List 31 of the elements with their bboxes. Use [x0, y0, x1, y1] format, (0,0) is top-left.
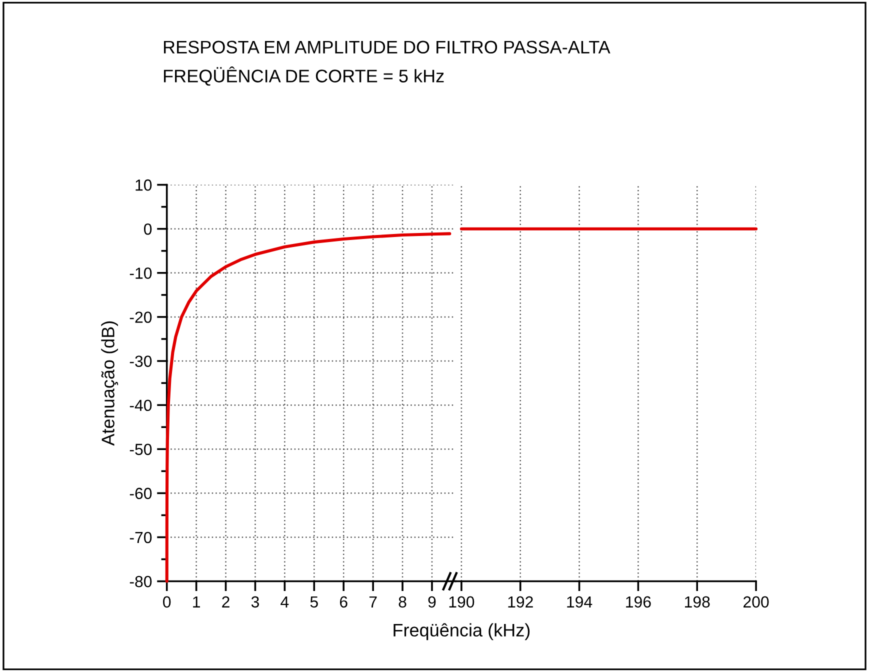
y-tick-label: -40 [130, 400, 152, 412]
x-tick-label: 194 [567, 596, 592, 608]
x-axis-title: Freqüência (kHz) [394, 623, 530, 640]
x-tick-label: 190 [449, 596, 474, 608]
y-tick-label: -60 [130, 488, 152, 500]
chart-subtitle: FREQÜÊNCIA DE CORTE = 5 kHz [164, 66, 444, 86]
x-tick-label: 1 [193, 596, 200, 608]
y-tick-label: 0 [144, 223, 152, 235]
y-tick-label: -30 [130, 356, 152, 367]
y-tick-label: -80 [130, 576, 152, 588]
x-tick-label: 192 [508, 596, 533, 608]
y-tick-label: 10 [136, 179, 152, 191]
chart-title: RESPOSTA EM AMPLITUDE DO FILTRO PASSA-ALTA [164, 40, 610, 54]
x-tick-label: 5 [310, 596, 318, 608]
x-tick-label: 8 [398, 596, 406, 608]
x-tick-label: 9 [428, 596, 436, 608]
y-tick-label: -20 [130, 312, 152, 323]
line-series [165, 232, 452, 583]
x-tick-label: 198 [685, 596, 710, 608]
y-axis-title: Atenuação (dB) [101, 321, 118, 446]
x-tick-label: 2 [222, 596, 230, 608]
y-tick-label: -10 [130, 268, 152, 279]
x-tick-label: 6 [340, 596, 348, 608]
x-tick-label: 196 [626, 596, 651, 608]
y-tick-label: -70 [130, 532, 152, 544]
y-tick-label: -50 [130, 444, 152, 456]
x-tick-label: 3 [251, 596, 259, 608]
x-tick-label: 200 [744, 596, 769, 608]
x-tick-label: 7 [369, 596, 377, 608]
x-tick-label: 0 [163, 596, 171, 608]
x-tick-label: 4 [280, 596, 289, 608]
